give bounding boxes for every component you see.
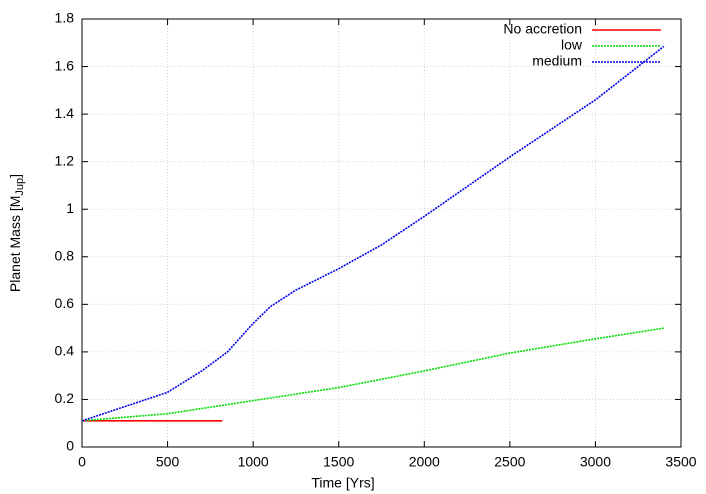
x-tick-label: 0: [78, 454, 86, 470]
y-tick-label: 1: [66, 200, 74, 216]
y-tick-label: 0: [66, 438, 74, 454]
plot-frame: [81, 18, 682, 448]
y-axis-label-sub: Jup: [14, 178, 26, 196]
series-line: [81, 327, 665, 422]
series-line: [81, 45, 665, 422]
y-tick-label: 0.8: [55, 247, 75, 263]
legend-label: No accretion: [503, 21, 582, 37]
legend-label: low: [561, 37, 583, 53]
y-axis-label: Planet Mass [MJup]: [7, 174, 26, 292]
y-tick-label: 0.6: [55, 295, 75, 311]
y-tick-label: 1.2: [55, 152, 75, 168]
x-tick-label: 3500: [665, 454, 696, 470]
y-axis-label-end: ]: [7, 174, 23, 178]
x-tick-label: 2000: [409, 454, 440, 470]
y-tick-label: 1.4: [55, 105, 75, 121]
x-tick-label: 2500: [494, 454, 525, 470]
x-tick-label: 1000: [238, 454, 269, 470]
y-tick-label: 0.2: [55, 390, 75, 406]
x-tick-label: 1500: [323, 454, 354, 470]
y-tick-label: 1.6: [55, 57, 75, 73]
x-axis-label: Time [Yrs]: [311, 475, 374, 491]
legend-label: medium: [532, 53, 582, 69]
y-tick-label: 1.8: [55, 10, 75, 26]
x-tick-label: 3000: [580, 454, 611, 470]
y-tick-label: 0.4: [55, 343, 75, 359]
x-tick-label: 500: [156, 454, 180, 470]
y-axis-label-main: Planet Mass [M: [7, 196, 23, 292]
